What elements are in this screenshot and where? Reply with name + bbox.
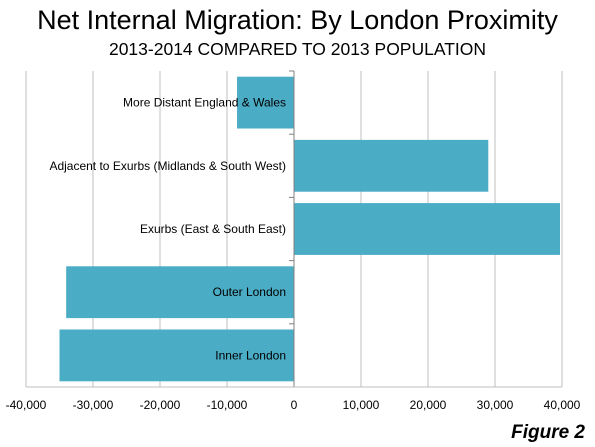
category-labels: More Distant England & Wales Adjacent to … xyxy=(49,96,286,363)
x-tick-label-0: -40,000 xyxy=(6,398,47,412)
x-tick-labels: -40,000 -30,000 -20,000 -10,000 0 10,000 20,00… xyxy=(6,398,581,412)
x-tick-label-7: 30,000 xyxy=(477,398,514,412)
bars xyxy=(59,76,560,382)
x-tick-label-2: -20,000 xyxy=(140,398,181,412)
category-label-2: Exurbs (East & South East) xyxy=(140,222,286,236)
x-tick-label-5: 10,000 xyxy=(343,398,380,412)
x-tick-label-1: -30,000 xyxy=(73,398,114,412)
x-tick-label-8: 40,000 xyxy=(544,398,581,412)
x-tick-label-6: 20,000 xyxy=(410,398,447,412)
axes xyxy=(26,70,562,388)
bar-1 xyxy=(294,139,489,192)
chart-subtitle: 2013-2014 COMPARED TO 2013 POPULATION xyxy=(108,39,487,59)
bar-2 xyxy=(294,203,560,255)
category-label-0: More Distant England & Wales xyxy=(123,96,286,110)
category-label-1: Adjacent to Exurbs (Midlands & South Wes… xyxy=(49,159,286,173)
x-tick-label-3: -10,000 xyxy=(207,398,248,412)
figure-label: Figure 2 xyxy=(511,422,585,443)
category-label-3: Outer London xyxy=(213,285,286,299)
bar-3 xyxy=(66,266,294,319)
bar-4 xyxy=(59,329,294,382)
bar-0 xyxy=(237,76,294,129)
x-tick-label-4: 0 xyxy=(291,398,298,412)
category-label-4: Inner London xyxy=(215,348,286,362)
chart-title: Net Internal Migration: By London Proxim… xyxy=(37,5,558,35)
